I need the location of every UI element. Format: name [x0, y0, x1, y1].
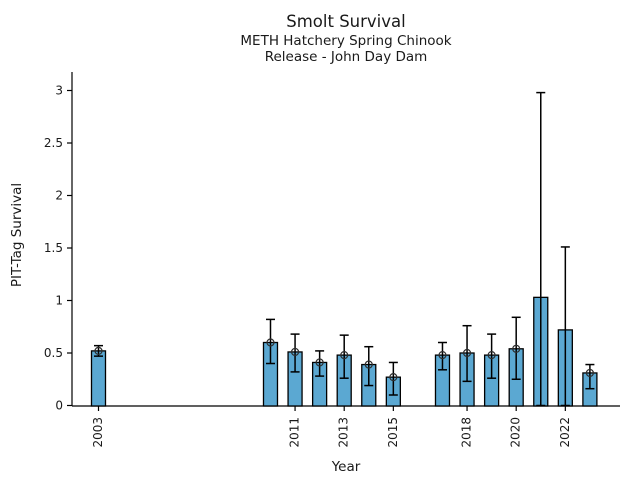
point-marker-2014: [364, 360, 373, 369]
point-marker-2010: [266, 338, 275, 347]
x-tick-label: 2022: [558, 417, 572, 448]
point-marker-2013: [340, 351, 349, 360]
x-tick-label: 2020: [509, 417, 523, 448]
x-tick-label: 2011: [288, 417, 302, 448]
point-marker-2015: [389, 373, 398, 382]
point-marker-2017: [438, 351, 447, 360]
point-marker-2023: [585, 368, 595, 378]
point-marker-2018: [462, 348, 472, 358]
bar-2003: [90, 350, 107, 407]
y-tick-label: 2: [55, 189, 63, 203]
chart-title: Smolt Survival: [286, 12, 406, 31]
y-tick-label: 1.5: [44, 241, 63, 255]
x-axis-title: Year: [331, 459, 361, 475]
x-tick-label: 2015: [386, 417, 400, 448]
point-marker-2020: [512, 344, 521, 353]
chart-subtitle-line1: METH Hatchery Spring Chinook: [240, 33, 452, 49]
point-marker-2011: [290, 347, 300, 357]
x-tick-label: 2018: [460, 417, 474, 448]
y-tick-label: 3: [55, 84, 63, 98]
point-marker-2003: [94, 346, 103, 355]
y-tick-label: 2.5: [44, 136, 63, 150]
point-marker-2012: [315, 358, 324, 367]
y-tick-label: 0.5: [44, 346, 63, 360]
x-tick-label: 2013: [337, 417, 351, 448]
chart-subtitle-line2: Release - John Day Dam: [264, 49, 428, 65]
x-tick-label: 2003: [91, 417, 105, 448]
y-tick-label: 1: [55, 294, 63, 308]
point-marker-2019: [487, 351, 496, 360]
y-tick-label: 0: [55, 399, 63, 413]
